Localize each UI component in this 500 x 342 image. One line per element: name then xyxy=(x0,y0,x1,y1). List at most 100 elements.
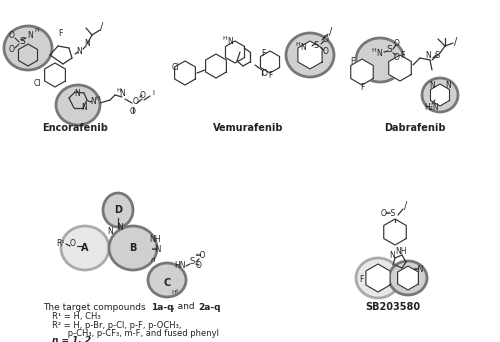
Text: O: O xyxy=(262,69,268,79)
Text: S: S xyxy=(19,38,25,47)
Text: H²: H² xyxy=(172,289,178,294)
Text: B: B xyxy=(130,243,136,253)
Text: /: / xyxy=(100,22,103,32)
Text: F: F xyxy=(360,83,364,92)
Ellipse shape xyxy=(4,26,52,70)
Text: Encorafenib: Encorafenib xyxy=(42,123,108,133)
Text: N: N xyxy=(74,90,80,98)
Polygon shape xyxy=(206,54,227,78)
Text: N: N xyxy=(376,49,382,57)
Ellipse shape xyxy=(148,263,186,297)
Text: NH: NH xyxy=(395,248,407,256)
Polygon shape xyxy=(430,84,450,106)
Polygon shape xyxy=(226,41,244,63)
Text: n: n xyxy=(151,257,155,263)
Text: N: N xyxy=(107,227,113,237)
Text: ═N: ═N xyxy=(413,265,423,275)
Text: O: O xyxy=(394,53,400,62)
Text: N: N xyxy=(425,51,431,60)
Text: HN: HN xyxy=(174,261,186,269)
Text: N: N xyxy=(429,81,435,91)
Text: O═S: O═S xyxy=(380,210,396,219)
Polygon shape xyxy=(350,59,374,85)
Text: /: / xyxy=(330,27,332,37)
Ellipse shape xyxy=(103,193,133,227)
Ellipse shape xyxy=(422,78,458,112)
Text: R¹ = H, CH₃: R¹ = H, CH₃ xyxy=(52,313,100,321)
Text: H: H xyxy=(296,41,300,47)
Text: A: A xyxy=(81,243,89,253)
Text: n = 1, 2: n = 1, 2 xyxy=(52,337,91,342)
Text: N: N xyxy=(445,81,451,91)
Text: O: O xyxy=(70,239,76,249)
Text: Cl: Cl xyxy=(33,79,41,89)
Ellipse shape xyxy=(286,33,334,77)
Text: O: O xyxy=(133,96,139,105)
Text: N: N xyxy=(90,97,96,106)
Text: The target compounds: The target compounds xyxy=(43,303,148,312)
Text: /: / xyxy=(454,37,458,47)
Polygon shape xyxy=(388,55,411,81)
Text: 2a-q: 2a-q xyxy=(198,303,220,312)
Text: S: S xyxy=(314,40,318,50)
Text: SB203580: SB203580 xyxy=(366,302,420,312)
Text: Vemurafenib: Vemurafenib xyxy=(213,123,283,133)
Text: O: O xyxy=(323,48,329,56)
Text: O: O xyxy=(9,31,15,40)
Text: H: H xyxy=(96,95,100,101)
Text: ═N: ═N xyxy=(151,246,161,254)
Polygon shape xyxy=(174,61,196,85)
Text: H: H xyxy=(372,48,376,53)
Text: N: N xyxy=(81,103,87,111)
Ellipse shape xyxy=(389,261,427,295)
Text: H: H xyxy=(34,28,40,34)
Ellipse shape xyxy=(356,258,400,298)
Text: N: N xyxy=(84,39,90,49)
Text: , and: , and xyxy=(172,303,198,312)
Ellipse shape xyxy=(61,226,109,270)
Text: F: F xyxy=(400,52,404,61)
Text: R² = H, p-Br, p-Cl, p-F, p-OCH₃,: R² = H, p-Br, p-Cl, p-F, p-OCH₃, xyxy=(52,321,182,330)
Text: N: N xyxy=(119,90,125,98)
Text: N: N xyxy=(300,42,306,52)
Text: O: O xyxy=(196,262,202,271)
Text: H: H xyxy=(116,89,121,93)
Text: O: O xyxy=(140,91,146,100)
Ellipse shape xyxy=(356,38,404,82)
Text: N: N xyxy=(227,38,233,47)
Text: S: S xyxy=(386,45,392,54)
Text: Cl: Cl xyxy=(171,64,179,73)
Polygon shape xyxy=(366,264,390,292)
Text: N: N xyxy=(117,224,123,233)
Text: NH: NH xyxy=(149,236,161,245)
Text: Dabrafenib: Dabrafenib xyxy=(384,123,446,133)
Text: D: D xyxy=(114,205,122,215)
Text: O: O xyxy=(394,39,400,48)
Text: F: F xyxy=(58,29,62,39)
Ellipse shape xyxy=(56,85,100,125)
Text: O: O xyxy=(9,45,15,54)
Text: C: C xyxy=(164,278,170,288)
Text: N: N xyxy=(27,31,33,40)
Polygon shape xyxy=(384,219,406,245)
Text: /: / xyxy=(404,201,407,211)
Text: ═O: ═O xyxy=(195,251,205,261)
Polygon shape xyxy=(398,266,418,290)
Text: H₂N: H₂N xyxy=(424,104,440,113)
Text: F: F xyxy=(350,57,354,66)
Text: R¹: R¹ xyxy=(56,239,64,249)
Polygon shape xyxy=(260,51,280,73)
Text: p-CH₃, p-CF₃, m-F, and fused phenyl: p-CH₃, p-CF₃, m-F, and fused phenyl xyxy=(52,329,219,339)
Text: N: N xyxy=(389,250,395,260)
Text: F: F xyxy=(261,49,265,57)
Polygon shape xyxy=(298,41,322,69)
Text: S: S xyxy=(190,256,194,265)
Ellipse shape xyxy=(109,226,157,270)
Text: O: O xyxy=(130,107,136,117)
Text: O: O xyxy=(323,36,329,44)
Text: S: S xyxy=(434,51,440,60)
Text: I: I xyxy=(152,90,154,96)
Text: H: H xyxy=(222,36,228,40)
Text: F: F xyxy=(268,71,272,80)
Text: N: N xyxy=(76,47,82,55)
